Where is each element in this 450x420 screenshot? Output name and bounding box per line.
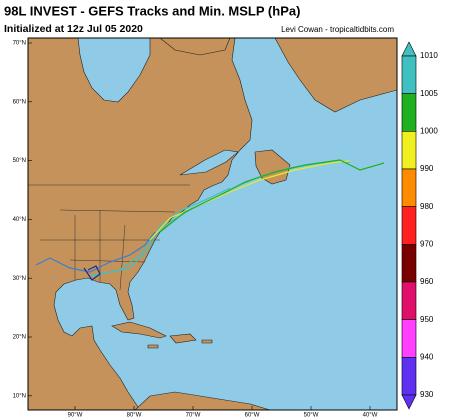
jamaica [147, 344, 159, 349]
colorbar-cap [401, 41, 417, 57]
subtitle: Initialized at 12z Jul 05 2020 [4, 23, 143, 35]
colorbar: 1010 1005 1000 990 980 970 960 950 940 930 [401, 41, 438, 410]
lon-label: 50°W [304, 413, 319, 419]
title: 98L INVEST - GEFS Tracks and Min. MSLP (… [4, 3, 300, 18]
colorbar-cap [401, 394, 417, 410]
colorbar-label: 970 [420, 239, 434, 248]
lat-label: 50°N [13, 158, 26, 164]
map: 70°N 60°N 50°N 40°N 30°N 20°N 10°N 90°W 80°W 70°… [13, 37, 398, 419]
colorbar-band [401, 357, 417, 396]
puerto-rico [201, 339, 213, 344]
colorbar-band [401, 93, 417, 132]
credit: Levi Cowan - tropicaltidbits.com [281, 25, 394, 34]
lon-label: 40°W [363, 413, 378, 419]
colorbar-band [401, 281, 417, 320]
track [83, 265, 101, 281]
lon-label: 90°W [68, 413, 83, 419]
lon-label: 70°W [186, 413, 201, 419]
st-lawrence [179, 149, 239, 176]
colorbar-label: 940 [420, 352, 434, 361]
lat-label: 20°N [13, 335, 26, 341]
lat-label: 70°N [13, 41, 26, 47]
colorbar-band [401, 244, 417, 283]
lon-label: 80°W [127, 413, 142, 419]
south-america [134, 391, 271, 410]
colorbar-label: 1010 [420, 51, 438, 60]
greenland [274, 38, 397, 113]
lat-label: 40°N [13, 217, 26, 223]
hudson-bay [77, 38, 151, 103]
colorbar-band [401, 319, 417, 358]
colorbar-band [401, 55, 417, 94]
colorbar-label: 1000 [420, 126, 438, 135]
colorbar-label: 930 [420, 390, 434, 399]
colorbar-label: 980 [420, 202, 434, 211]
lat-label: 60°N [13, 99, 26, 105]
colorbar-label: 960 [420, 277, 434, 286]
cuba [111, 321, 167, 339]
north-america [28, 38, 253, 410]
track [35, 231, 156, 273]
track [159, 159, 385, 233]
lat-label: 10°N [13, 393, 26, 399]
colorbar-band [401, 168, 417, 207]
tracks [35, 159, 385, 281]
colorbar-label: 950 [420, 315, 434, 324]
state-lines [28, 184, 190, 291]
colorbar-band [401, 206, 417, 245]
colorbar-label: 990 [420, 164, 434, 173]
track [89, 187, 231, 277]
baffin [159, 38, 231, 56]
hispaniola [169, 333, 197, 344]
colorbar-band [401, 131, 417, 170]
track [149, 160, 351, 241]
lat-label: 30°N [13, 276, 26, 282]
lon-label: 60°W [245, 413, 260, 419]
colorbar-label: 1005 [420, 89, 438, 98]
